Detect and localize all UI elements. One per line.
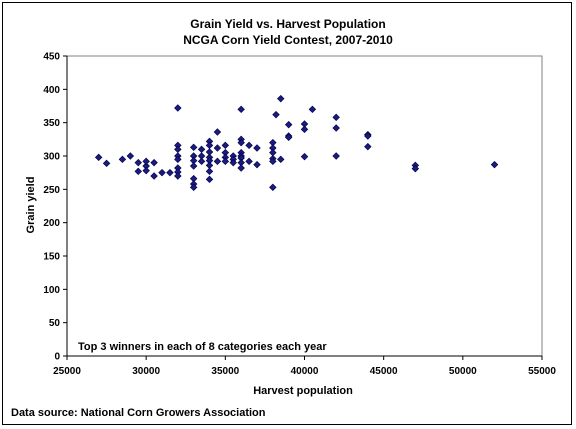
data-point [134,158,142,167]
y-axis-label: Grain yield [25,176,37,234]
data-point [364,132,372,140]
data-point [253,160,261,169]
data-point [150,172,158,180]
data-point [158,168,166,177]
data-source-note: Data source: National Corn Growers Assoc… [11,407,266,419]
data-point [174,172,182,180]
data-point [332,124,340,132]
y-tick-label: 0 [54,352,60,363]
data-point [94,153,103,162]
data-point [300,125,309,134]
data-point [142,157,150,166]
data-point [237,138,245,147]
plot-area-border [66,55,543,357]
data-point [284,133,293,142]
data-point [253,144,261,152]
data-point [166,168,174,177]
y-tick-label: 200 [43,218,60,229]
data-points [94,94,499,192]
x-axis-label: Harvest population [253,385,353,397]
data-point [269,183,277,192]
data-point [150,158,158,167]
data-point [332,113,340,122]
x-tick-label: 40000 [291,366,319,377]
data-point [221,157,230,166]
tick-labels: 0 50 100 150 200 250 300 350 400 450 25000 30000 350… [43,52,556,378]
x-tick-label: 25000 [53,366,81,377]
data-point [174,155,182,164]
data-point [189,143,198,152]
data-point [272,110,280,119]
data-point [213,157,222,166]
data-point [245,157,253,166]
data-point [118,155,127,164]
data-point [174,145,182,154]
data-point [205,175,214,184]
data-point [237,164,245,172]
data-point [213,128,222,136]
data-point [205,167,214,176]
data-point [189,162,198,170]
y-tick-label: 250 [43,185,60,196]
axes [63,55,543,360]
data-point [411,164,420,173]
data-point [277,155,285,164]
chart-frame [2,2,572,425]
chart-subtitle: NCGA Corn Yield Contest, 2007-2010 [183,33,393,47]
y-tick-label: 400 [43,85,60,96]
data-point [332,152,340,160]
data-point [197,157,206,166]
data-point [126,152,135,160]
data-point [284,120,293,129]
data-point [142,166,150,175]
data-point [189,183,198,192]
y-tick-label: 100 [43,285,60,296]
data-point [277,94,285,103]
y-tick-label: 450 [43,52,60,63]
data-point [364,142,372,151]
chart-annotation: Top 3 winners in each of 8 categories ea… [78,341,327,353]
data-point [174,104,182,112]
data-point [134,167,142,176]
data-point [205,141,214,150]
y-tick-label: 350 [43,118,60,129]
data-point [197,145,206,154]
data-point [213,144,222,152]
data-point [308,105,317,114]
data-point [300,152,309,161]
data-point [102,159,111,168]
data-point [221,141,230,150]
data-point [269,157,277,166]
data-point [237,105,245,114]
chart-title: Grain Yield vs. Harvest Population [190,17,386,31]
y-tick-label: 300 [43,152,60,163]
x-tick-label: 55000 [528,366,556,377]
x-tick-label: 35000 [211,366,239,377]
data-point [245,141,253,150]
y-tick-label: 50 [49,318,61,329]
data-point [490,160,499,169]
x-tick-label: 45000 [370,366,398,377]
x-tick-label: 30000 [132,366,160,377]
x-tick-label: 50000 [449,366,477,377]
data-point [229,158,237,167]
y-tick-label: 150 [43,252,60,263]
